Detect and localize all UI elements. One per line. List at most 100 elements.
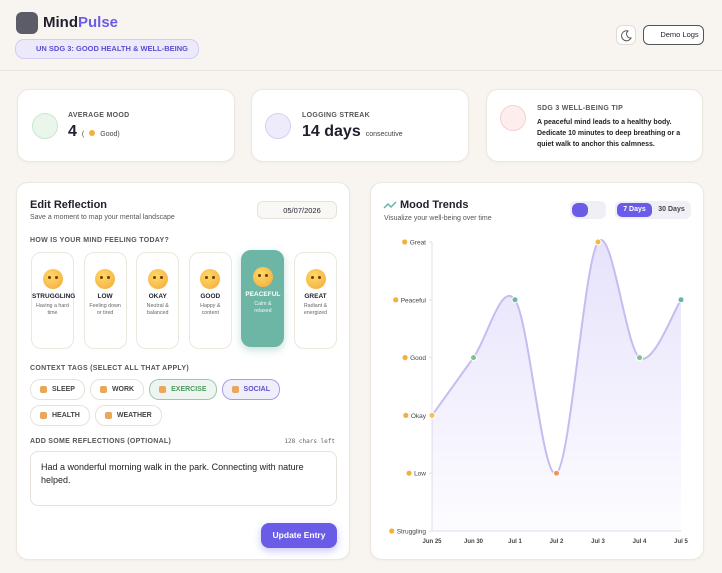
x-tick-label: Jul 4	[633, 539, 647, 545]
tip-label: SDG 3 WELL-BEING TIP	[537, 105, 624, 112]
x-tick-label: Jul 2	[550, 539, 564, 545]
context-tag[interactable]: HEALTH	[30, 405, 90, 426]
chart-type-toggle	[570, 201, 606, 219]
header-divider	[0, 70, 722, 71]
brand-accent: Pulse	[78, 14, 119, 31]
mood-description: Neutral & balanced	[146, 303, 169, 316]
context-tag[interactable]: SOCIAL	[221, 379, 280, 400]
update-button[interactable]: Update Entry	[261, 523, 337, 548]
y-tick-label: Great	[410, 240, 426, 247]
mood-name: STRUGGLING	[32, 293, 76, 300]
context-tag[interactable]: EXERCISE	[149, 379, 217, 400]
mood-point	[553, 469, 560, 477]
stat-detail: Good)	[100, 131, 120, 138]
mood-card[interactable]: GOOD Happy & content	[188, 252, 232, 349]
panel-title: Mood Trends	[400, 199, 469, 211]
heart-icon	[500, 105, 526, 131]
y-tick-icon	[403, 412, 409, 418]
stat-label: AVERAGE MOOD	[68, 112, 130, 119]
tag-label: EXERCISE	[171, 386, 207, 393]
brand: MindPulse	[43, 14, 118, 31]
tag-label: SLEEP	[52, 386, 75, 393]
notes-textarea[interactable]: Had a wonderful morning walk in the park…	[30, 451, 337, 506]
y-tick-label: Good	[410, 355, 426, 362]
context-tag[interactable]: WORK	[89, 379, 145, 400]
tag-label: SOCIAL	[243, 386, 270, 393]
range-button[interactable]: 30 Days	[658, 206, 685, 213]
date-input[interactable]: 05/07/2026	[257, 201, 337, 219]
stat-value: 4	[68, 123, 77, 140]
moon-icon	[621, 30, 632, 42]
y-tick-label: Peaceful	[401, 297, 427, 304]
mood-icon	[32, 113, 58, 139]
stat-value: 14 days	[302, 123, 361, 140]
mood-dot	[89, 130, 96, 136]
streak-card: LOGGING STREAK 14 days consecutive	[251, 89, 469, 162]
stat-row: 14 days consecutive	[302, 123, 403, 141]
sdg-badge: UN SDG 3: GOOD HEALTH & WELL-BEING	[15, 39, 199, 59]
x-tick-label: Jul 5	[674, 539, 688, 545]
mood-card[interactable]: PEACEFUL Calm & relaxed	[241, 250, 285, 347]
mood-description: Feeling down or tired	[89, 303, 121, 316]
mood-name: GOOD	[200, 293, 221, 300]
mood-name: OKAY	[148, 293, 167, 300]
y-tick-icon	[402, 239, 408, 245]
mood-area	[432, 239, 681, 532]
demo-logs-button[interactable]: Demo Logs	[643, 25, 704, 45]
stat-row: 4 ( Good)	[68, 123, 120, 141]
mood-line	[431, 239, 682, 475]
mood-point	[470, 354, 477, 362]
range-toggle: 7 Days 30 Days	[615, 201, 691, 219]
y-tick-label: Struggling	[397, 529, 427, 536]
mood-face	[42, 269, 63, 289]
tag-label: WORK	[111, 386, 135, 393]
mood-point	[428, 411, 436, 419]
mood-card[interactable]: STRUGGLING Having a hard time	[31, 252, 76, 349]
avg-mood-card: AVERAGE MOOD 4 ( Good)	[17, 89, 235, 162]
x-tick-label: Jul 3	[591, 539, 605, 545]
mood-card[interactable]: OKAY Neutral & balanced	[136, 252, 180, 349]
mood-card[interactable]: LOW Feeling down or tired	[83, 252, 127, 349]
mood-point	[511, 296, 519, 304]
y-tick-label: Okay	[411, 413, 427, 420]
context-tag[interactable]: WEATHER	[94, 405, 162, 426]
mood-description: Happy & content	[200, 303, 221, 316]
brand-main: Mind	[43, 14, 78, 31]
mood-description: Radiant & energized	[303, 303, 328, 316]
mood-face	[147, 269, 168, 289]
context-tag[interactable]: SLEEP	[30, 379, 85, 400]
x-tick-label: Jun 25	[422, 539, 442, 545]
panel-subtitle: Save a moment to map your mental landsca…	[30, 214, 175, 221]
tag-icon	[159, 386, 167, 393]
y-tick-label: Low	[414, 471, 426, 478]
tag-icon	[104, 412, 112, 419]
tip-card: SDG 3 WELL-BEING TIP A peaceful mind lea…	[486, 89, 703, 162]
mood-description: Having a hard time	[36, 303, 69, 316]
reflection-panel: Edit Reflection Save a moment to map you…	[16, 182, 350, 560]
tag-label: HEALTH	[52, 412, 80, 419]
section-label: ADD SOME REFLECTIONS (OPTIONAL)	[30, 438, 172, 445]
mood-point	[636, 354, 643, 362]
mood-face	[305, 269, 326, 289]
line-chart-button[interactable]	[572, 203, 588, 217]
mood-name: LOW	[97, 293, 113, 300]
range-button[interactable]: 7 Days	[617, 203, 652, 217]
tag-list: SLEEP WORK EXERCISE SOCIAL HEALTH WEATHER	[30, 379, 340, 426]
x-tick-label: Jul 1	[508, 539, 522, 545]
tag-icon	[99, 386, 107, 393]
mood-point	[677, 296, 685, 304]
mood-face	[200, 269, 221, 289]
panel-title: Edit Reflection	[30, 199, 108, 211]
trend-icon	[383, 201, 397, 209]
tag-icon	[40, 386, 47, 393]
streak-icon	[265, 113, 291, 139]
theme-toggle[interactable]	[616, 25, 636, 45]
tag-icon	[231, 386, 239, 393]
mood-name: GREAT	[304, 293, 327, 300]
mood-card[interactable]: GREAT Radiant & energized	[294, 252, 337, 349]
stat-detail: consecutive	[365, 131, 403, 138]
y-tick-icon	[406, 470, 412, 476]
mood-point	[594, 238, 602, 246]
